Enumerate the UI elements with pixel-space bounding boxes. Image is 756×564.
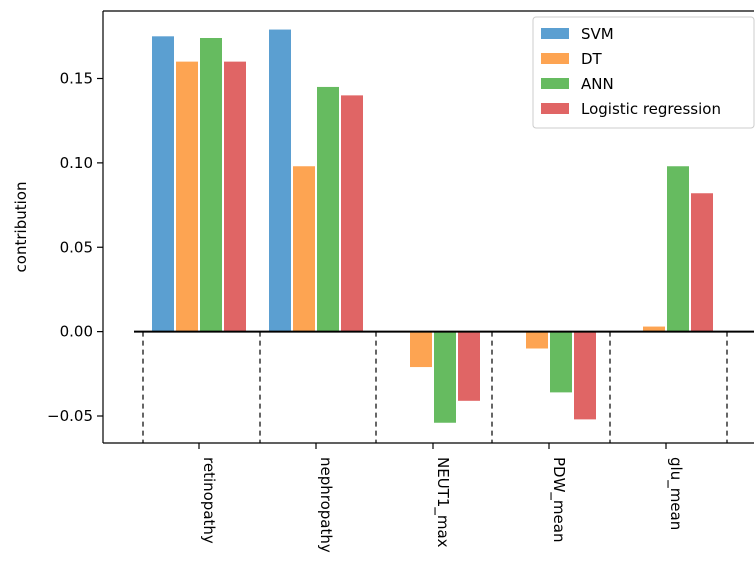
legend-swatch: [541, 103, 569, 114]
y-tick-label: −0.05: [47, 407, 93, 425]
bar: [200, 38, 222, 332]
bar: [574, 331, 596, 420]
legend: SVM DT ANN Logistic regression: [532, 16, 755, 129]
x-tick-label: retinopathy: [200, 457, 218, 544]
legend-swatch: [541, 53, 569, 64]
y-axis-label: contribution: [12, 182, 30, 273]
bar: [526, 331, 548, 349]
bar: [434, 331, 456, 423]
x-tick-label: glu_mean: [666, 457, 685, 530]
x-tick-label: NEUT1_max: [433, 457, 452, 548]
bar: [550, 331, 572, 393]
y-tick-label: 0.00: [60, 323, 93, 341]
bar: [410, 331, 432, 368]
bar: [341, 95, 363, 332]
legend-swatch: [541, 78, 569, 89]
bar: [691, 193, 713, 332]
bar: [317, 86, 339, 332]
y-tick-label: 0.15: [60, 70, 93, 88]
legend-swatch: [541, 28, 569, 39]
plot-area: [103, 10, 754, 443]
bar: [269, 29, 291, 332]
legend-label: DT: [581, 50, 603, 68]
legend-label: Logistic regression: [581, 100, 721, 118]
legend-label: ANN: [581, 75, 614, 93]
bar: [643, 326, 665, 332]
y-axis: −0.05 0.00 0.05 0.10 0.15: [47, 11, 104, 443]
y-tick-label: 0.10: [60, 154, 93, 172]
legend-label: SVM: [581, 25, 614, 43]
legend-box: [532, 16, 755, 129]
bar: [152, 36, 174, 332]
bar: [293, 166, 315, 332]
x-tick-label: PDW_mean: [549, 457, 568, 542]
x-tick-label: nephropathy: [317, 457, 335, 553]
x-axis: retinopathy nephropathy NEUT1_max PDW_mean g…: [103, 442, 754, 553]
y-tick-label: 0.05: [60, 238, 93, 256]
bar: [667, 166, 689, 332]
bar: [176, 61, 198, 332]
bar: [224, 61, 246, 332]
bar: [458, 331, 480, 401]
